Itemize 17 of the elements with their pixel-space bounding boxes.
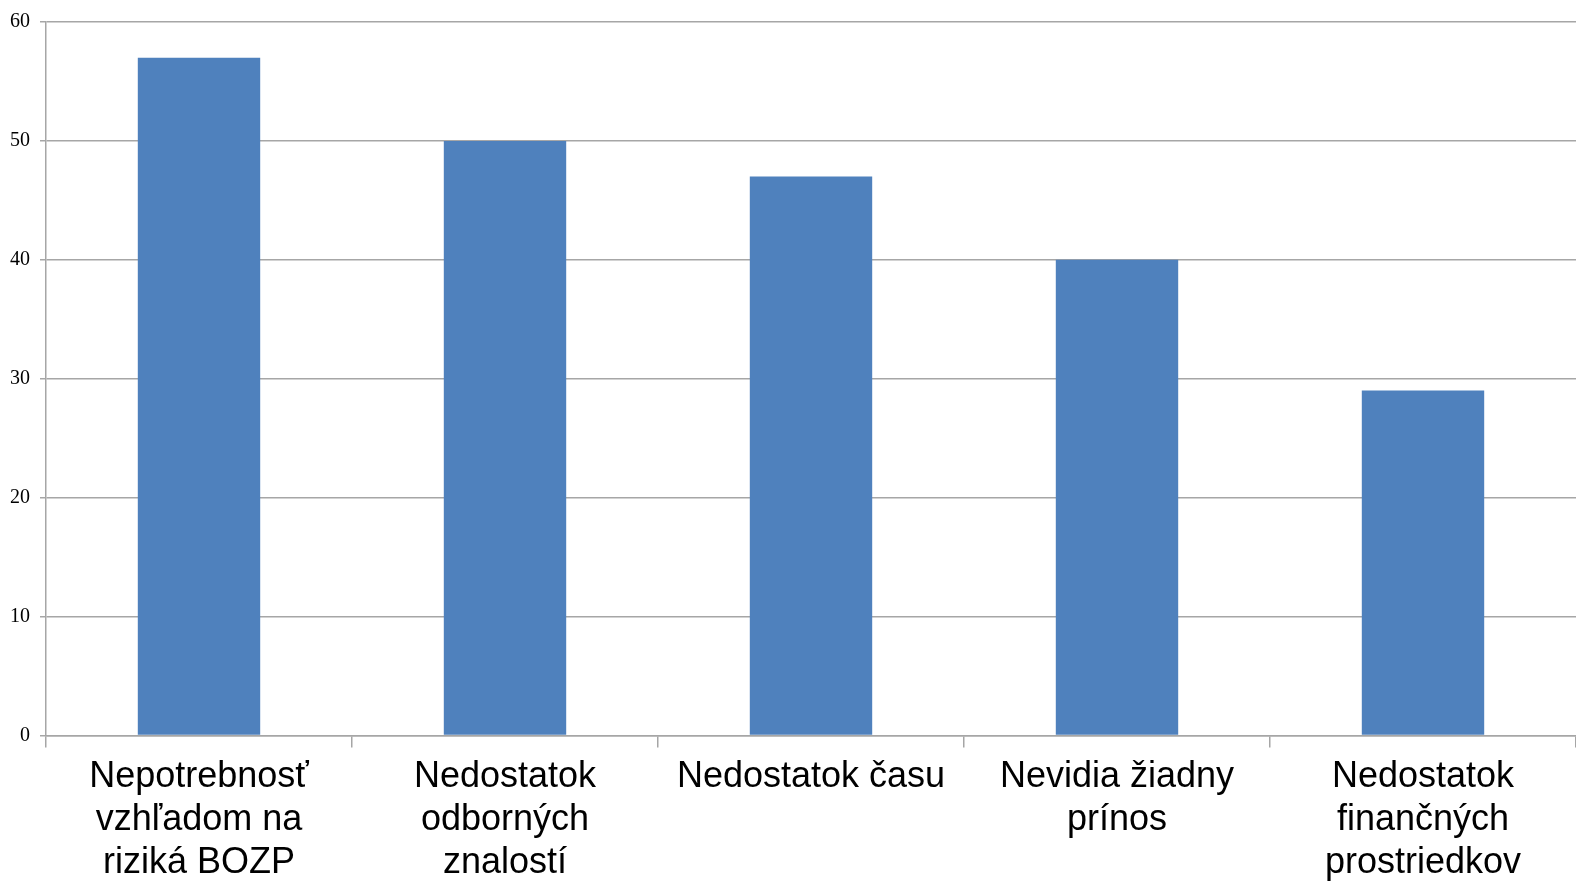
x-tick-label: Nedostatok finančných prostriedkov xyxy=(1324,753,1522,882)
y-tick-label: 40 xyxy=(10,247,30,270)
x-tick-label: Nedostatok odborných znalostí xyxy=(413,753,598,882)
bar xyxy=(137,57,261,735)
y-tick-label: 30 xyxy=(10,365,30,388)
x-tick-label: Nevidia žiadny prínos xyxy=(999,753,1235,839)
x-tick-label: Nepotrebnosť vzhľadom na riziká BOZP xyxy=(89,753,310,882)
bar xyxy=(1361,390,1485,735)
y-tick-label: 50 xyxy=(10,128,30,151)
y-tick-label: 0 xyxy=(20,722,30,745)
bar xyxy=(443,140,567,735)
y-tick-label: 60 xyxy=(10,9,30,32)
y-tick-label: 10 xyxy=(10,603,30,626)
bar xyxy=(1055,259,1179,735)
bar xyxy=(749,176,873,735)
y-tick-label: 20 xyxy=(10,484,30,507)
x-tick-label: Nedostatok času xyxy=(676,753,946,795)
